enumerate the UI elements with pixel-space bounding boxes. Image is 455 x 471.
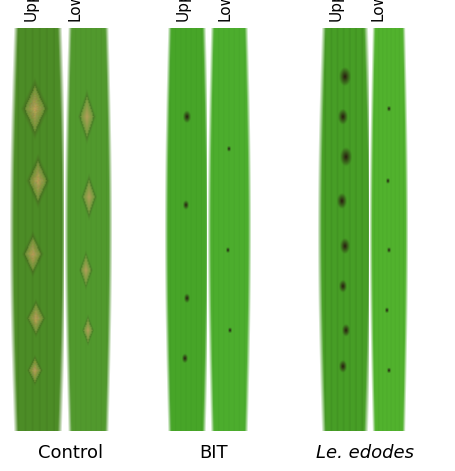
Text: Upper: Upper <box>328 0 343 21</box>
Text: BIT: BIT <box>199 444 227 462</box>
Text: Lower: Lower <box>217 0 233 21</box>
Text: Lower: Lower <box>369 0 384 21</box>
Text: Le. edodes: Le. edodes <box>315 444 413 462</box>
Text: Upper: Upper <box>175 0 190 21</box>
Text: Upper: Upper <box>24 0 39 21</box>
Text: Control: Control <box>38 444 103 462</box>
Text: Lower: Lower <box>67 0 82 21</box>
